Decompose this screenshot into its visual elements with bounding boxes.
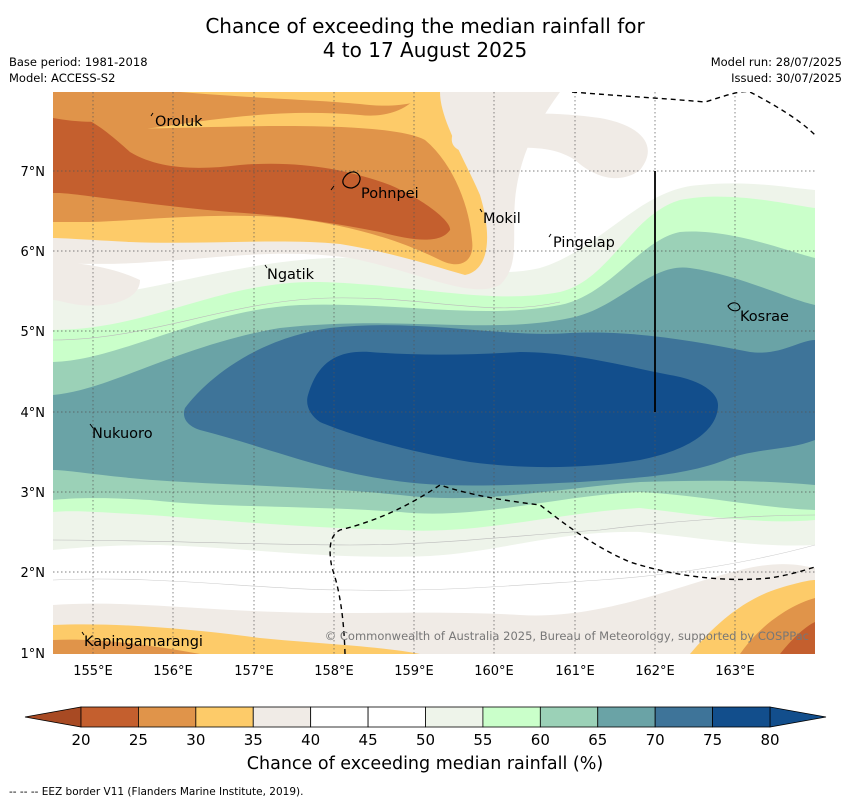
island-label-kapingamarangi: Kapingamarangi — [84, 634, 203, 650]
colorbar-tick-label: 70 — [646, 731, 665, 749]
colorbar-tick-label: 75 — [703, 731, 722, 749]
lon-tick-159: 159°E — [394, 664, 434, 679]
lon-tick-162: 162°E — [635, 664, 675, 679]
kosrae-island-outline — [727, 302, 741, 312]
island-label-mokil: Mokil — [483, 211, 521, 227]
colorbar-swatch — [425, 706, 484, 728]
colorbar-tick-label: 35 — [244, 731, 263, 749]
colorbar-tick-label: 20 — [71, 731, 90, 749]
lon-tick-156: 156°E — [153, 664, 193, 679]
longitude-axis: 155°E 156°E 157°E 158°E 159°E 160°E 161°… — [73, 664, 755, 679]
contour-line — [53, 544, 815, 591]
fill-25-30-north — [53, 111, 451, 240]
colorbar-swatch — [654, 706, 713, 728]
nukuoro-island-mark — [89, 423, 94, 429]
colorbar-swatch — [482, 706, 541, 728]
colorbar-swatch — [252, 706, 312, 728]
colorbar-swatch — [138, 706, 197, 728]
eez-footnote: -- -- -- EEZ border V11 (Flanders Marine… — [9, 786, 304, 798]
colorbar-swatch — [367, 706, 426, 728]
island-label-nukuoro: Nukuoro — [92, 426, 153, 442]
fill-above-80 — [307, 351, 718, 468]
fill-35-40-top — [180, 92, 440, 106]
pohnpei-island-outline — [342, 171, 361, 189]
colorbar-extend-high — [769, 706, 827, 728]
lon-tick-155: 155°E — [73, 664, 113, 679]
lon-tick-160: 160°E — [474, 664, 514, 679]
lon-tick-157: 157°E — [234, 664, 274, 679]
meta-right: Model run: 28/07/2025 Issued: 30/07/2025 — [711, 54, 842, 86]
lon-tick-158: 158°E — [314, 664, 354, 679]
colorbar-tick-label: 55 — [473, 731, 492, 749]
colorbar-tick-label: 80 — [760, 731, 779, 749]
model-name: Model: ACCESS-S2 — [9, 71, 116, 85]
colorbar-swatch — [712, 706, 771, 728]
fill-25-30-south — [780, 622, 815, 654]
colorbar-tick-label: 45 — [359, 731, 378, 749]
fill-40-45-west — [53, 262, 140, 306]
colorbar-tick-label: 25 — [129, 731, 148, 749]
colorbar-tick-label: 40 — [301, 731, 320, 749]
island-label-ngatik: Ngatik — [267, 267, 315, 283]
island-label-kosrae: Kosrae — [740, 309, 789, 325]
kapingamarangi-island-mark — [81, 631, 85, 636]
colorbar-swatch — [195, 706, 254, 728]
island-label-pohnpei: Pohnpei — [361, 186, 419, 202]
fill-40-45-south — [53, 564, 815, 654]
island-mark — [330, 185, 335, 191]
colorbar: 20 25 30 35 40 45 50 55 60 65 70 75 80 — [24, 706, 827, 749]
colorbar-tick-label: 30 — [186, 731, 205, 749]
meta-left: Base period: 1981-2018 Model: ACCESS-S2 — [9, 54, 148, 86]
colorbar-swatch — [539, 706, 599, 728]
island-label-oroluk: Oroluk — [155, 114, 203, 130]
lat-tick-1: 1°N — [21, 647, 46, 662]
colorbar-tick-label: 60 — [531, 731, 550, 749]
lat-tick-7: 7°N — [21, 165, 46, 180]
lon-tick-161: 161°E — [555, 664, 595, 679]
fill-30-35-south — [53, 598, 815, 654]
issued-date: Issued: 30/07/2025 — [731, 71, 842, 85]
model-run-date: Model run: 28/07/2025 — [710, 55, 842, 69]
lat-tick-6: 6°N — [21, 245, 46, 260]
lat-tick-3: 3°N — [21, 486, 46, 501]
latitude-axis: 7°N 6°N 5°N 4°N 3°N 2°N 1°N — [21, 165, 46, 662]
contour-line — [53, 514, 815, 546]
ngatik-island-mark — [264, 264, 268, 269]
map-title: Chance of exceeding the median rainfall … — [0, 14, 850, 62]
colorbar-tick-label: 50 — [416, 731, 435, 749]
mokil-island-mark — [479, 208, 483, 213]
island-label-pingelap: Pingelap — [553, 235, 615, 251]
colorbar-tick-label: 65 — [588, 731, 607, 749]
copyright-notice: © Commonwealth of Australia 2025, Bureau… — [325, 629, 809, 643]
base-period: Base period: 1981-2018 — [9, 55, 148, 69]
oroluk-island-mark — [150, 112, 154, 117]
fill-40-45-northeast — [451, 113, 648, 179]
pingelap-island-mark — [548, 233, 552, 238]
probability-field: Oroluk Pohnpei Mokil Pingelap Ngatik Kos… — [53, 92, 815, 654]
title-line-1: Chance of exceeding the median rainfall … — [205, 14, 645, 38]
colorbar-swatch — [310, 706, 369, 728]
lat-tick-5: 5°N — [21, 325, 46, 340]
eez-border — [329, 92, 815, 654]
colorbar-extend-low — [24, 706, 82, 728]
colorbar-swatch — [597, 706, 656, 728]
lat-tick-2: 2°N — [21, 566, 46, 581]
gridlines — [53, 92, 815, 654]
lon-tick-163: 163°E — [715, 664, 755, 679]
lat-tick-4: 4°N — [21, 406, 46, 421]
colorbar-label: Chance of exceeding median rainfall (%) — [246, 754, 604, 774]
title-line-2: 4 to 17 August 2025 — [322, 38, 528, 62]
colorbar-swatch — [80, 706, 139, 728]
